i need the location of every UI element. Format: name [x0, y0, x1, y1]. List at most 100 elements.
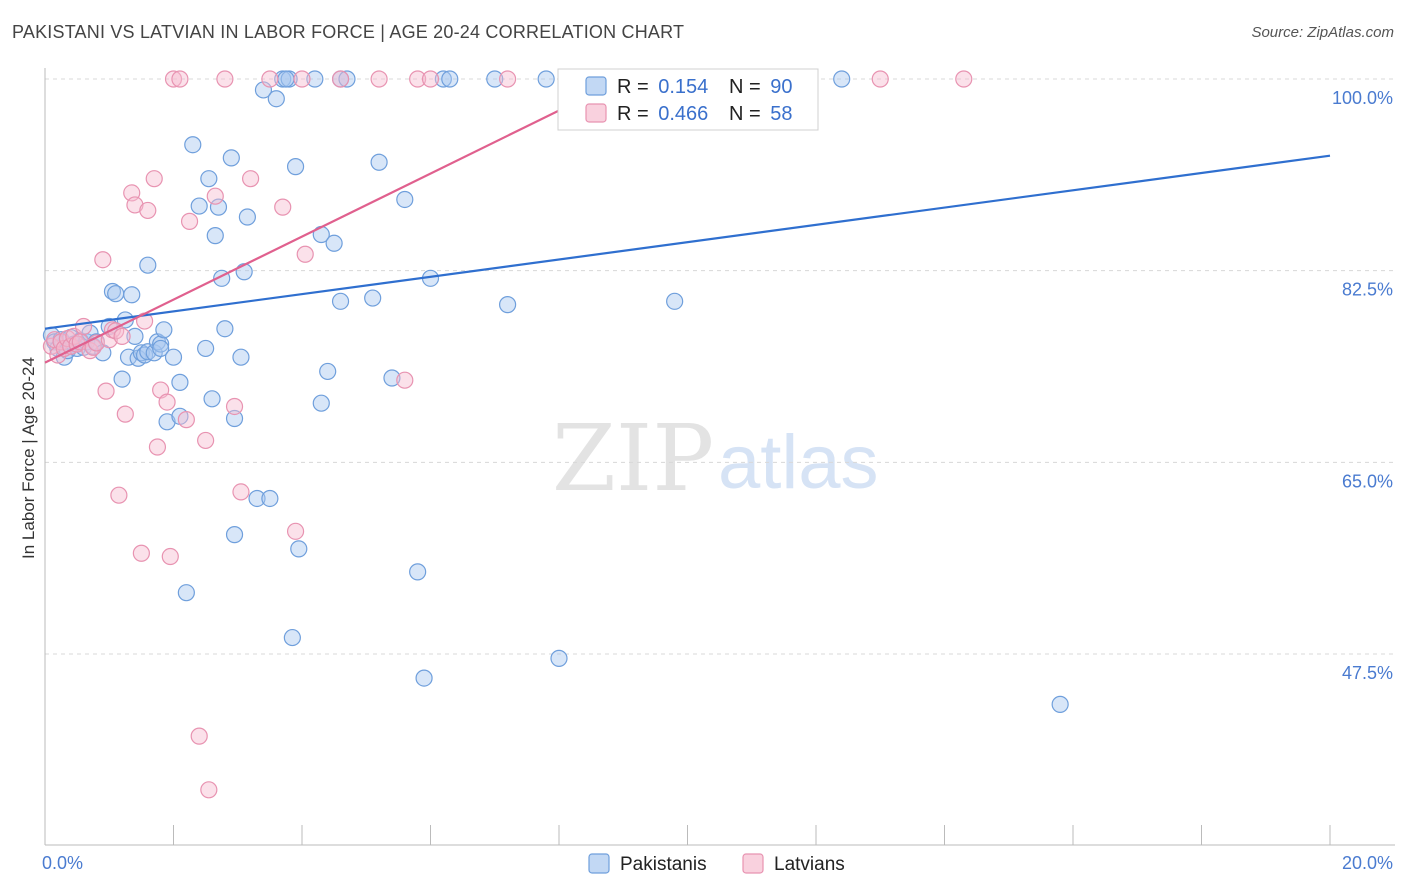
pakistanis-trend-line	[44, 154, 1331, 330]
pakistanis-point-70	[338, 70, 356, 88]
trend-lines	[44, 78, 1331, 364]
pakistanis-point-39	[184, 136, 202, 154]
pakistanis-point-56	[261, 489, 279, 508]
latvians-point-28	[148, 438, 167, 456]
latvians-point-39	[206, 187, 224, 205]
x-tick-label-1: 20.0%	[1342, 853, 1393, 873]
pakistanis-point-22	[123, 286, 141, 304]
tick-labels: 100.0% 82.5% 65.0% 47.5% 0.0% 20.0%	[42, 88, 1393, 873]
pakistanis-point-85	[666, 292, 684, 310]
pakistanis-point-64	[312, 394, 330, 412]
pakistanis-point-55	[254, 81, 273, 99]
pakistanis-point-50	[225, 526, 244, 544]
latvians-point-57	[955, 70, 973, 88]
latvians-point-30	[158, 393, 176, 411]
pakistanis-point-23	[126, 327, 144, 345]
pakistanis-point-28	[139, 256, 157, 274]
latvians-point-24	[132, 544, 150, 562]
pakistanis-point-18	[107, 285, 125, 303]
latvians-point-34	[177, 411, 195, 429]
pakistanis-point-31	[152, 335, 170, 353]
latvians-point-42	[232, 483, 250, 501]
y-axis-label: In Labor Force | Age 20-24	[19, 357, 38, 559]
latvians-point-36	[190, 727, 208, 745]
pakistanis-point-60	[283, 628, 301, 647]
pakistanis-point-45	[209, 198, 228, 216]
source-credit: Source: ZipAtlas.com	[1251, 24, 1394, 41]
pakistanis-point-83	[550, 649, 568, 667]
pakistanis-point-49	[225, 409, 244, 428]
legend-r-value-2: 0.466	[658, 103, 708, 125]
pakistanis-point-80	[486, 70, 504, 88]
pakistanis-point-74	[396, 190, 414, 209]
latvians-point-50	[370, 70, 388, 88]
pakistanis-point-54	[248, 489, 266, 508]
pakistanis-point-34	[158, 413, 176, 431]
pakistanis-point-47	[216, 320, 234, 338]
pakistanis-point-43	[203, 390, 221, 408]
x-tick-label-0: 0.0%	[42, 853, 83, 873]
latvians-point-33	[171, 70, 189, 88]
latvians-point-23	[126, 196, 144, 214]
pakistanis-point-36	[171, 373, 189, 391]
y-tick-label-0: 100.0%	[1332, 88, 1393, 108]
legend-r-value-1: 0.154	[658, 76, 708, 98]
legend-box: R = 0.154 N = 90 R = 0.466 N = 58	[557, 68, 819, 131]
pakistanis-point-32	[152, 339, 170, 358]
latvians-point-21	[116, 405, 134, 423]
axes	[44, 68, 1395, 846]
latvians-trend-line	[44, 78, 624, 364]
chart-title: PAKISTANI VS LATVIAN IN LABOR FORCE | AG…	[12, 22, 685, 42]
latvians-point-40	[216, 70, 234, 88]
pakistanis-point-57	[267, 90, 285, 108]
latvians-point-32	[164, 70, 183, 88]
pakistanis-point-44	[206, 227, 224, 245]
pakistanis-point-66	[319, 362, 337, 381]
pakistanis-point-40	[190, 197, 208, 215]
latvians-point-53	[421, 70, 440, 88]
bottom-legend-swatch-pakistanis	[588, 853, 610, 874]
latvians-point-20	[113, 327, 131, 345]
pakistanis-point-67	[325, 234, 343, 252]
pakistanis-point-63	[306, 70, 324, 88]
latvians-point-56	[871, 70, 889, 88]
pakistanis-point-71	[364, 289, 382, 307]
latvians-point-38	[200, 781, 218, 799]
latvians-point-47	[293, 70, 311, 88]
pakistanis-point-51	[232, 348, 250, 366]
latvians-point-31	[161, 547, 179, 566]
latvians-point-35	[180, 212, 199, 230]
pakistanis-point-41	[197, 339, 215, 358]
legend-swatch-pakistanis	[585, 76, 607, 96]
gridlines	[45, 78, 1395, 655]
legend-swatch-latvians	[585, 103, 607, 123]
latvians-point-14	[94, 251, 112, 269]
pakistanis-point-81	[499, 296, 517, 314]
latvians-point-26	[139, 201, 157, 220]
pakistanis-point-88	[1051, 695, 1069, 713]
latvians-point-41	[225, 397, 244, 416]
bottom-legend-pakistanis: Pakistanis	[620, 854, 707, 875]
legend-r-label-1: R = 0.154	[617, 76, 708, 98]
legend-n-value-2: 58	[770, 103, 792, 125]
latvians-point-44	[261, 70, 279, 88]
latvians-point-45	[274, 198, 292, 216]
latvians-point-49	[331, 70, 350, 88]
latvians-point-51	[396, 371, 414, 389]
latvians-point-54	[499, 70, 517, 88]
pakistanis-point-76	[415, 669, 433, 687]
pakistanis-point-89	[277, 70, 295, 88]
pakistanis-point-35	[164, 348, 183, 366]
latvians-points	[42, 70, 973, 799]
legend-n-label-1: N = 90	[729, 76, 793, 98]
latvians-point-52	[409, 70, 427, 88]
pakistanis-point-61	[286, 158, 305, 176]
pakistanis-point-79	[441, 70, 459, 88]
y-tick-label-3: 47.5%	[1342, 663, 1393, 683]
latvians-point-27	[145, 170, 163, 188]
latvians-point-19	[110, 486, 128, 504]
pakistanis-point-53	[238, 208, 256, 226]
pakistanis-point-38	[177, 584, 195, 602]
pakistanis-points	[42, 70, 1069, 713]
